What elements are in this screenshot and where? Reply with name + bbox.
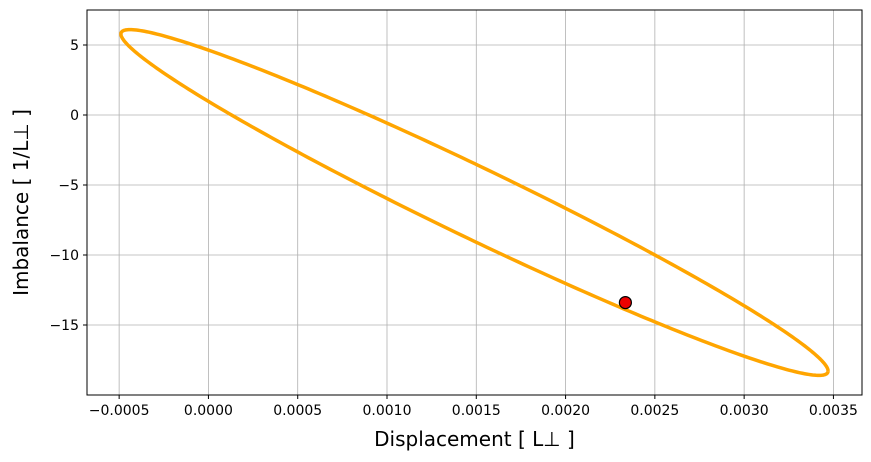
x-tick-label: 0.0020 <box>541 403 590 419</box>
ticks: −0.0005 0.0000 0.0005 0.0010 0.0015 0.0020 0.0… <box>49 38 857 419</box>
current-state-marker <box>618 296 632 310</box>
y-tick-label: −5 <box>58 178 79 194</box>
plot-background <box>87 10 862 395</box>
x-tick-label: 0.0030 <box>720 403 769 419</box>
grid <box>87 10 862 395</box>
x-tick-label: 0.0005 <box>273 403 322 419</box>
x-tick-label: 0.0035 <box>809 403 858 419</box>
plot-frame <box>86 9 863 396</box>
series-loop-line <box>119 27 830 378</box>
x-tick-label: 0.0010 <box>363 403 412 419</box>
y-tick-label: −15 <box>49 318 79 334</box>
x-tick-label: 0.0000 <box>184 403 233 419</box>
data-layer <box>119 27 830 378</box>
x-tick-label: 0.0015 <box>452 403 501 419</box>
y-axis-label: Imbalance [ 1/L⊥ ] <box>9 109 33 296</box>
y-tick-label: −10 <box>49 248 79 264</box>
x-tick-label: −0.0005 <box>89 403 150 419</box>
x-axis-label: Displacement [ L⊥ ] <box>374 427 575 451</box>
y-tick-label: 0 <box>70 108 79 124</box>
y-tick-label: 5 <box>70 38 79 54</box>
x-tick-label: 0.0025 <box>630 403 679 419</box>
